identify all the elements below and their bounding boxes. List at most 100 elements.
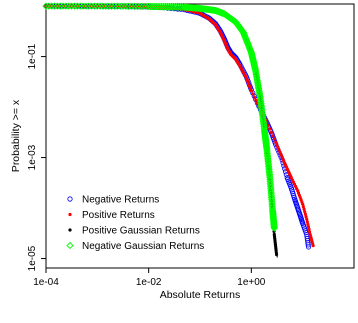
y-tick-label: 1e-01 [27,43,38,69]
legend-marker [68,228,72,232]
data-point [264,153,272,161]
data-point [265,169,274,177]
data-point [276,145,280,150]
data-point [306,222,310,226]
data-point [301,204,305,209]
legend: Negative Returns Positive Returns Positive… [66,195,204,252]
legend-label: Negative Returns [82,195,159,206]
data-point [125,2,133,10]
legend-entry: Positive Returns [68,210,155,221]
plot-frame [45,3,355,269]
data-point [277,148,281,152]
data-point [93,2,101,10]
data-point [56,2,64,10]
plot-area [42,2,315,259]
data-point [307,227,311,231]
data-point [119,2,127,10]
data-point [305,242,311,248]
data-point [79,2,87,10]
data-point [272,137,276,141]
data-point [42,2,50,10]
data-point [254,98,258,102]
y-axis: 1e-05 1e-03 1e-01 [27,43,46,271]
data-point [122,2,130,10]
data-point [263,145,271,153]
x-tick-label: 1e-04 [33,277,59,288]
data-point [107,2,116,10]
data-point [142,2,150,11]
legend-marker [66,241,74,250]
data-point [48,2,56,10]
x-axis-title: Absolute Returns [160,289,241,301]
data-point [270,220,278,228]
data-point [73,2,82,10]
data-point [105,2,113,10]
x-tick-label: 1e-02 [136,277,162,288]
data-point [262,141,271,150]
series-2 [44,4,279,257]
data-point [304,215,308,219]
data-point [268,127,272,131]
data-point [133,2,141,10]
data-point [90,2,99,10]
x-tick-label: 1e+00 [237,277,266,288]
data-point [311,244,315,248]
y-tick-label: 1e-05 [27,245,38,271]
data-point [303,212,307,216]
data-point [251,65,259,73]
data-point [65,2,73,10]
data-point [87,2,96,10]
data-point [249,89,253,93]
legend-entry: Negative Returns [67,195,159,206]
data-point [270,221,278,229]
data-point [271,134,275,138]
data-point [265,167,273,175]
data-point [62,2,70,10]
data-point [263,151,272,159]
data-point [264,159,272,167]
data-point [306,225,311,229]
data-point [264,156,272,164]
data-point [278,150,282,155]
series-3 [42,2,278,232]
data-point [45,2,53,10]
legend-label: Negative Gaussian Returns [82,241,204,252]
data-point [264,157,272,166]
data-point [252,95,256,99]
legend-label: Positive Returns [82,210,155,221]
data-point [275,143,279,147]
data-point [113,2,121,10]
data-point [305,244,312,250]
x-axis: 1e-04 1e-02 1e+00 [33,268,266,288]
legend-entry: Negative Gaussian Returns [66,241,204,252]
legend-marker [67,196,73,202]
legend-entry: Positive Gaussian Returns [68,226,200,237]
data-point [82,2,90,10]
data-point [263,146,271,154]
data-point [251,92,255,96]
data-point [127,2,136,10]
data-point [116,2,124,10]
data-point [195,11,200,15]
data-point [270,224,278,232]
y-axis-title: Probability >= x [10,99,22,172]
data-point [263,149,271,158]
legend-label: Positive Gaussian Returns [82,226,200,237]
data-point [53,2,62,10]
data-point [270,222,278,230]
data-point [307,230,312,234]
data-point [59,2,67,10]
data-point [139,2,147,11]
data-point [274,140,278,144]
data-point [269,130,273,134]
data-point [76,2,84,10]
data-point [264,154,272,162]
data-point [305,217,309,221]
data-point [110,2,119,10]
data-point [68,2,76,10]
data-point [70,2,79,10]
data-point [264,161,273,169]
data-point [265,162,273,171]
data-point [96,2,104,10]
